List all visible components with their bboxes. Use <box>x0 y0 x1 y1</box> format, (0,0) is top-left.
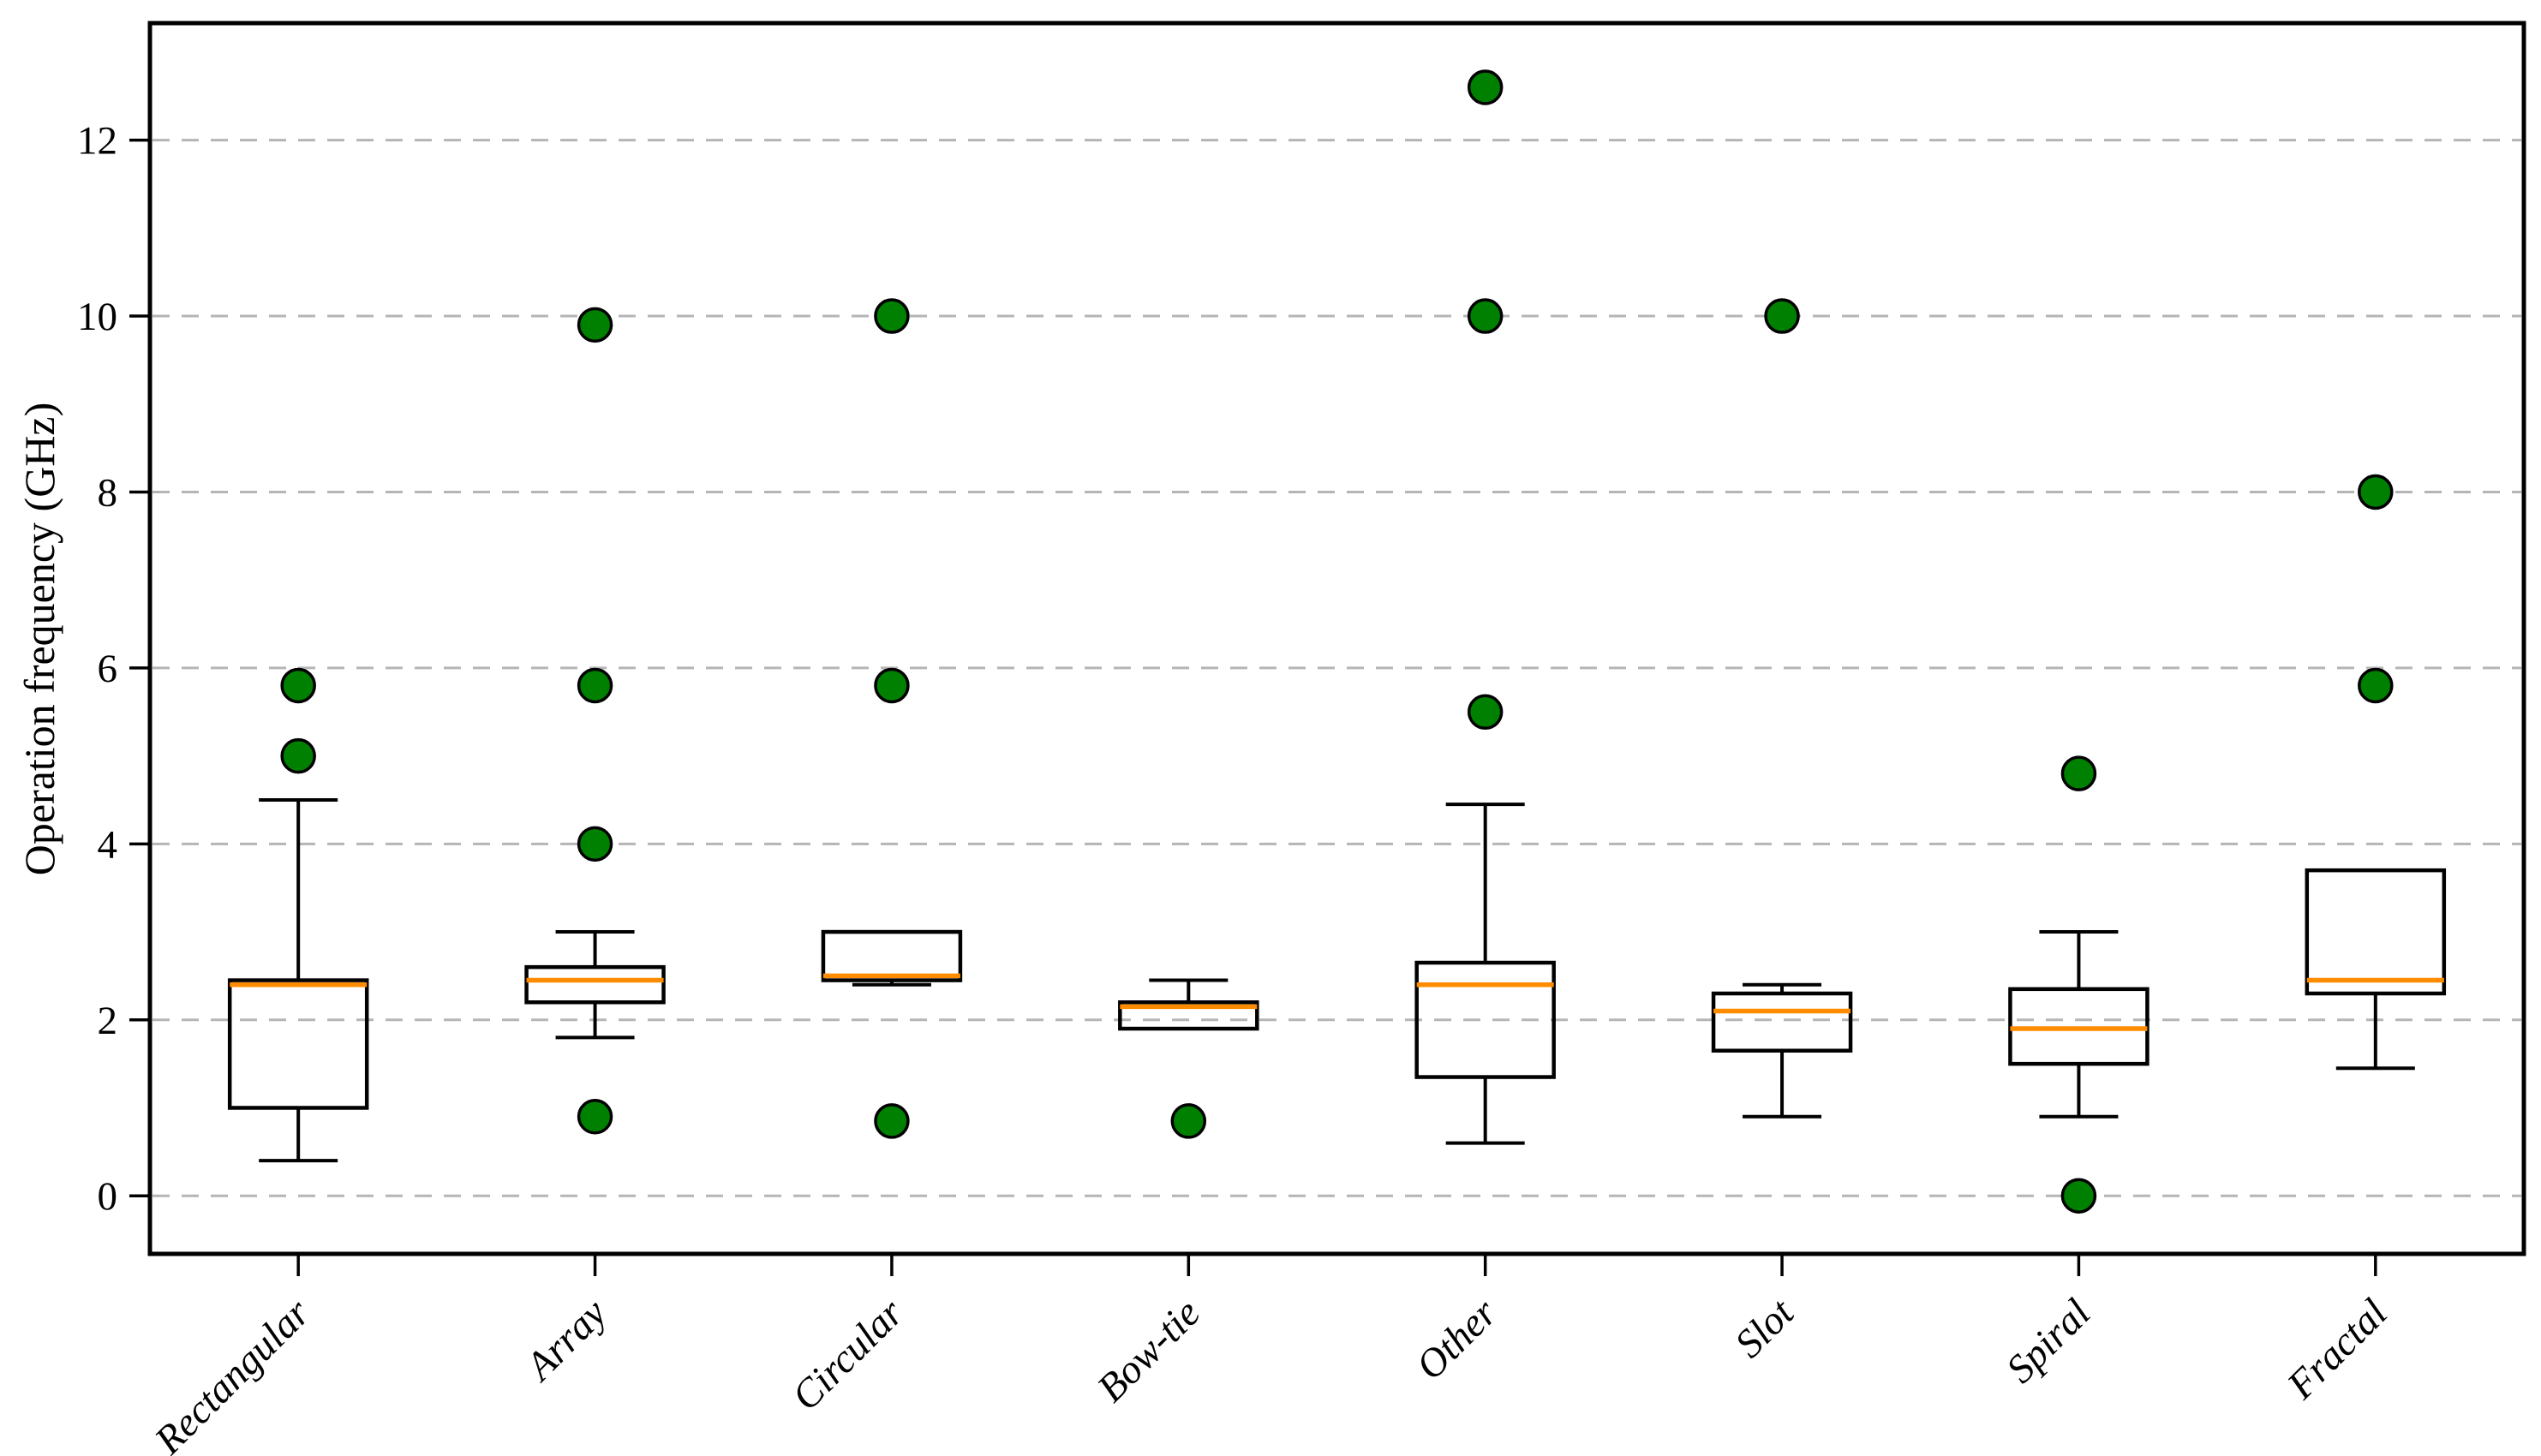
box-other <box>1414 960 1556 1079</box>
y-tick-label-2: 2 <box>98 999 118 1043</box>
y-tick-label-8: 8 <box>98 470 118 515</box>
x-tick-label-rectangular: Rectangular <box>146 1291 319 1456</box>
x-tick-label-other: Other <box>1408 1291 1506 1389</box>
x-tick-label-circular: Circular <box>784 1291 913 1420</box>
box-rectangular <box>227 978 369 1110</box>
flier-array-0 <box>577 1099 613 1135</box>
flier-other-0 <box>1467 694 1504 731</box>
flier-fractal-0 <box>2358 667 2394 704</box>
y-tick-label-6: 6 <box>98 647 118 691</box>
box-circular <box>821 929 963 982</box>
flier-rectangular-0 <box>280 737 316 774</box>
flier-other-1 <box>1467 298 1504 334</box>
flier-bow-tie-0 <box>1170 1103 1207 1139</box>
x-tick-label-bow-tie: Bow-tie <box>1089 1291 1209 1411</box>
x-tick-label-slot: Slot <box>1726 1290 1803 1366</box>
flier-slot-0 <box>1764 298 1800 334</box>
flier-circular-1 <box>874 667 910 704</box>
flier-array-1 <box>577 826 613 862</box>
flier-array-3 <box>577 307 613 343</box>
box-bow-tie <box>1118 1000 1259 1031</box>
flier-fractal-1 <box>2358 474 2394 510</box>
x-tick-label-spiral: Spiral <box>1998 1291 2099 1392</box>
flier-spiral-1 <box>2060 755 2097 791</box>
box-fractal <box>2305 868 2447 996</box>
y-tick-label-4: 4 <box>98 822 118 867</box>
x-tick-label-fractal: Fractal <box>2278 1291 2395 1408</box>
flier-array-2 <box>577 667 613 704</box>
box-array <box>524 964 666 1005</box>
flier-other-2 <box>1467 69 1504 105</box>
flier-circular-0 <box>874 1103 910 1139</box>
flier-circular-2 <box>874 298 910 334</box>
x-tick-label-array: Array <box>516 1291 616 1391</box>
y-tick-label-10: 10 <box>77 295 117 339</box>
flier-rectangular-1 <box>280 667 316 704</box>
flier-spiral-0 <box>2060 1178 2097 1214</box>
box-slot <box>1711 991 1853 1053</box>
y-tick-label-12: 12 <box>77 119 117 164</box>
y-tick-label-0: 0 <box>98 1174 118 1219</box>
plot-frame <box>147 21 2526 1256</box>
